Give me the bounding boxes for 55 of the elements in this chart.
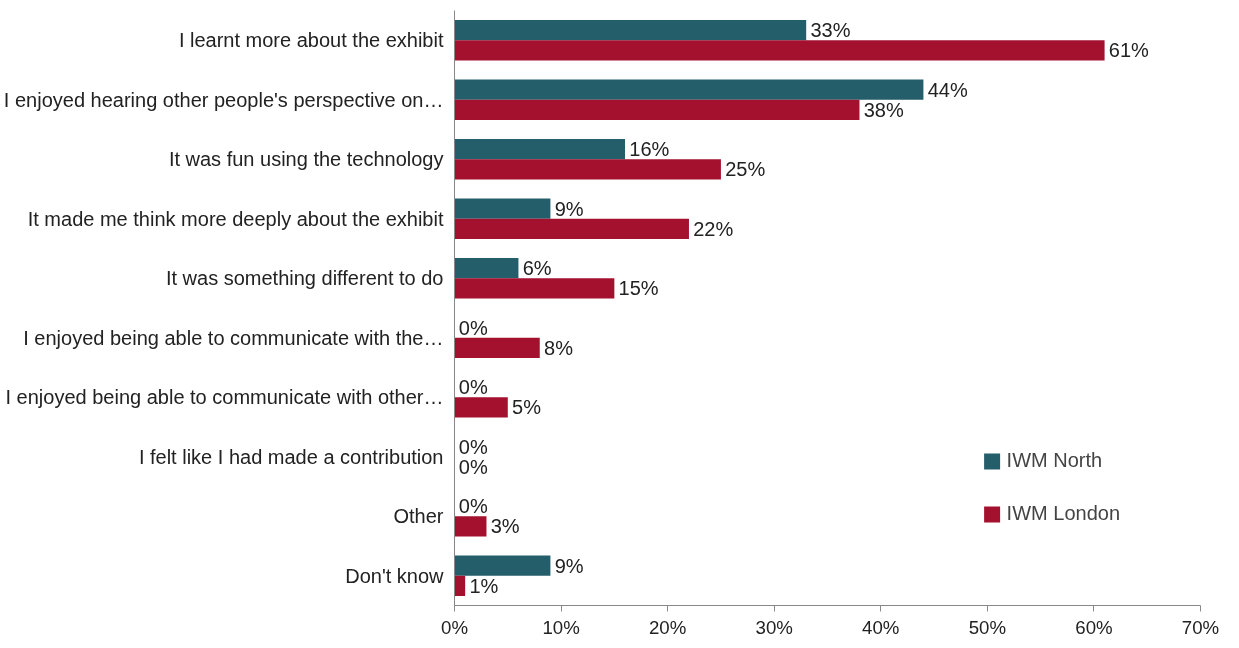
x-tick-label: 60% <box>1075 616 1113 638</box>
bar <box>454 139 626 160</box>
data-label: 25% <box>725 158 766 181</box>
data-label: 22% <box>693 217 734 240</box>
x-tick-label: 30% <box>755 616 793 638</box>
data-label: 1% <box>469 574 499 597</box>
data-label: 5% <box>512 396 542 419</box>
bar <box>454 99 860 120</box>
x-tick-label: 70% <box>1181 616 1220 638</box>
data-label: 16% <box>629 138 670 161</box>
data-label: 8% <box>544 336 574 359</box>
data-label: 38% <box>863 98 904 121</box>
x-tick-label: 20% <box>648 616 687 638</box>
bar <box>454 516 487 537</box>
data-label: 9% <box>554 197 584 220</box>
legend-label: IWM London <box>1006 502 1120 525</box>
bar <box>454 258 519 279</box>
data-label: 0% <box>458 376 488 399</box>
y-tick-label: I felt like I had made a contribution <box>138 445 444 468</box>
y-tick-label: Other <box>393 505 444 528</box>
bar <box>454 20 807 41</box>
x-tick-label: 0% <box>441 616 468 638</box>
bar <box>454 218 689 239</box>
x-tick-label: 10% <box>542 616 580 638</box>
bar <box>454 198 551 219</box>
data-label: 9% <box>554 554 584 577</box>
y-tick-label: Don't know <box>345 564 445 587</box>
data-label: 15% <box>618 277 659 300</box>
data-label: 3% <box>490 515 520 538</box>
data-label: 61% <box>1108 39 1150 62</box>
bar <box>454 159 721 180</box>
data-label: 6% <box>522 257 552 280</box>
y-tick-label: It made me think more deeply about the exhibit <box>27 207 444 230</box>
bar <box>454 555 551 576</box>
bar <box>454 397 508 418</box>
x-tick-label: 40% <box>862 616 900 638</box>
data-label: 0% <box>458 435 488 458</box>
data-label: 44% <box>927 78 968 101</box>
legend-label: IWM North <box>1006 449 1103 472</box>
data-label: 0% <box>458 316 488 339</box>
x-tick-label: 50% <box>968 616 1007 638</box>
bar <box>454 278 615 299</box>
bar <box>454 79 924 100</box>
y-tick-label: I enjoyed hearing other people's perspective on… <box>3 88 444 111</box>
y-tick-label: It was something different to do <box>165 267 444 290</box>
y-tick-label: I enjoyed being able to communicate with the… <box>23 326 444 349</box>
data-label: 33% <box>810 19 851 42</box>
y-tick-label: I enjoyed being able to communicate with other… <box>5 386 444 409</box>
bar <box>454 337 540 358</box>
data-label: 0% <box>458 455 488 478</box>
y-tick-label: I learnt more about the exhibit <box>178 29 444 52</box>
bar <box>454 575 466 596</box>
data-label: 0% <box>458 495 488 518</box>
bar <box>454 40 1105 61</box>
y-tick-label: It was fun using the technology <box>168 148 444 171</box>
